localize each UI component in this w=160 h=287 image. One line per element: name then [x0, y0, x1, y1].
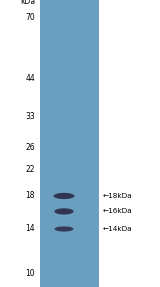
Ellipse shape — [54, 193, 74, 199]
Text: ←18kDa: ←18kDa — [102, 193, 132, 199]
Text: ←16kDa: ←16kDa — [102, 208, 132, 214]
Text: 33: 33 — [25, 112, 35, 121]
Text: 18: 18 — [26, 191, 35, 200]
Ellipse shape — [54, 208, 74, 215]
Text: 14: 14 — [26, 224, 35, 233]
Ellipse shape — [54, 226, 74, 232]
Text: 44: 44 — [25, 74, 35, 83]
Text: ←14kDa: ←14kDa — [102, 226, 132, 232]
Text: 22: 22 — [26, 165, 35, 174]
Text: 70: 70 — [25, 13, 35, 22]
Text: kDa: kDa — [20, 0, 35, 6]
Bar — [40, 0, 99, 287]
Text: 10: 10 — [26, 269, 35, 278]
Text: 26: 26 — [26, 143, 35, 152]
